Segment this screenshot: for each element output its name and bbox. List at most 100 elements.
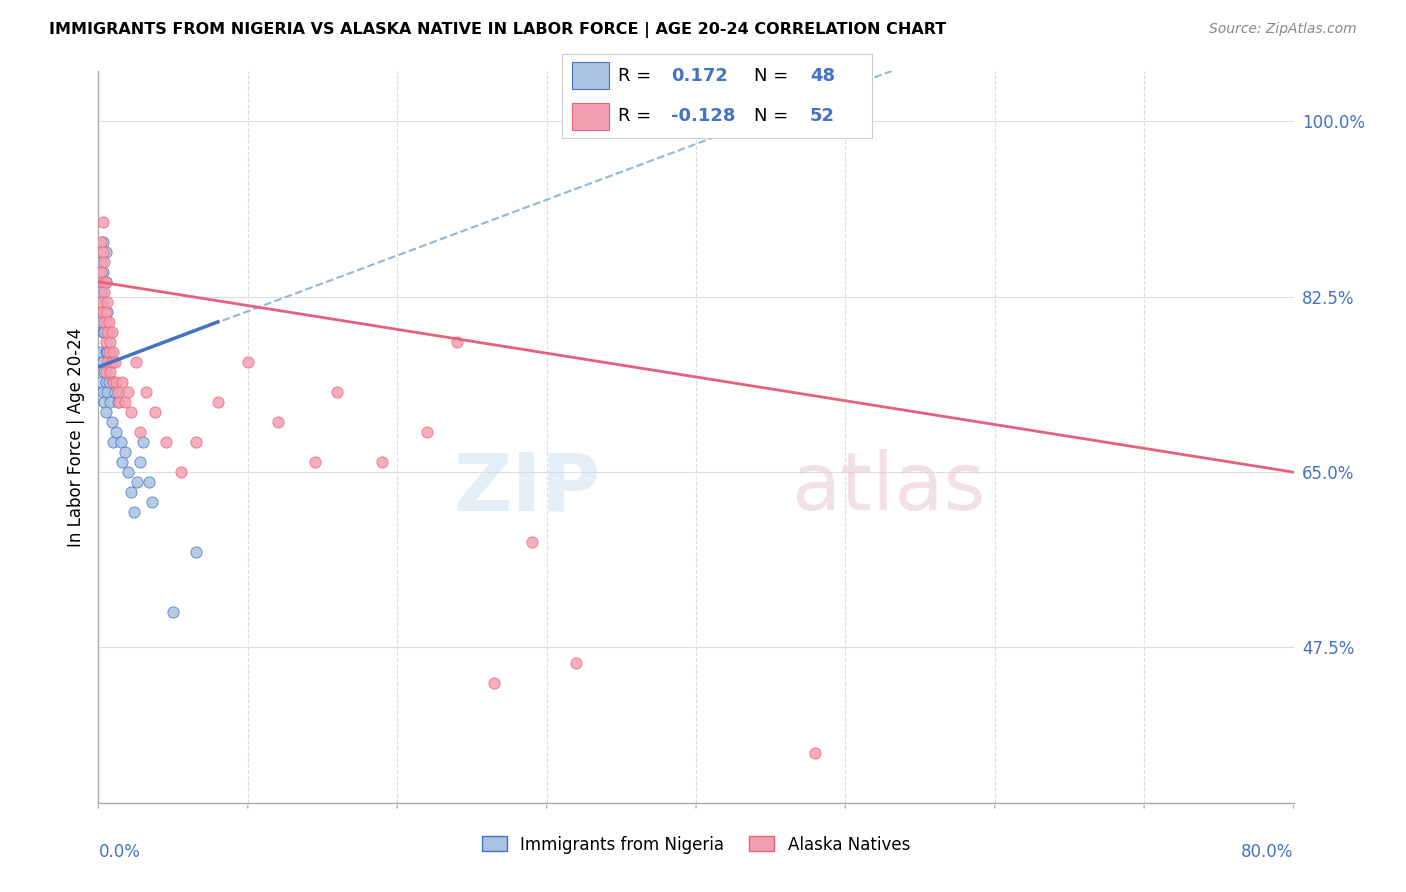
Point — [129, 425, 152, 439]
Text: 0.0%: 0.0% — [98, 843, 141, 861]
Point — [91, 355, 114, 369]
Text: atlas: atlas — [792, 450, 986, 527]
Point — [304, 455, 326, 469]
Point — [111, 375, 134, 389]
Point — [94, 244, 117, 259]
Point — [267, 415, 290, 429]
Point — [105, 375, 128, 389]
Point — [117, 465, 139, 479]
Point — [97, 345, 120, 359]
Point — [120, 485, 142, 500]
Point — [104, 384, 127, 399]
Point — [520, 535, 543, 549]
Point — [207, 395, 229, 409]
Point — [97, 375, 120, 389]
Point — [93, 365, 115, 379]
Text: Source: ZipAtlas.com: Source: ZipAtlas.com — [1209, 22, 1357, 37]
Point — [94, 345, 117, 359]
Text: 80.0%: 80.0% — [1241, 843, 1294, 861]
Point — [484, 675, 506, 690]
Point — [98, 345, 122, 359]
Point — [91, 265, 114, 279]
Point — [97, 325, 120, 339]
Point — [155, 435, 177, 450]
Text: N =: N = — [754, 67, 789, 85]
Point — [96, 355, 118, 369]
Point — [101, 355, 124, 369]
Point — [114, 395, 136, 409]
Point — [96, 294, 118, 309]
Point — [111, 455, 134, 469]
Point — [91, 384, 114, 399]
Point — [105, 425, 128, 439]
Y-axis label: In Labor Force | Age 20-24: In Labor Force | Age 20-24 — [66, 327, 84, 547]
Point — [184, 545, 207, 559]
Point — [93, 395, 115, 409]
Point — [91, 275, 114, 289]
Point — [416, 425, 439, 439]
Text: R =: R = — [619, 67, 657, 85]
Bar — [572, 103, 609, 130]
Point — [114, 445, 136, 459]
Point — [236, 355, 259, 369]
Point — [98, 365, 122, 379]
Point — [94, 315, 117, 329]
Text: 48: 48 — [810, 67, 835, 85]
Point — [184, 435, 207, 450]
Point — [91, 244, 114, 259]
Point — [125, 355, 148, 369]
Point — [104, 355, 127, 369]
Point — [107, 395, 129, 409]
Point — [143, 405, 166, 419]
Point — [108, 395, 131, 409]
Point — [162, 606, 184, 620]
Point — [91, 214, 114, 228]
Point — [90, 315, 112, 329]
Text: 52: 52 — [810, 107, 835, 125]
Point — [91, 294, 114, 309]
Point — [96, 325, 118, 339]
Text: -0.128: -0.128 — [671, 107, 735, 125]
Point — [565, 656, 588, 670]
Text: N =: N = — [754, 107, 789, 125]
Point — [94, 334, 117, 349]
Point — [91, 305, 114, 319]
Point — [120, 405, 142, 419]
Point — [804, 746, 827, 760]
Point — [94, 275, 117, 289]
Point — [96, 345, 118, 359]
Point — [98, 395, 122, 409]
Point — [94, 405, 117, 419]
Point — [90, 345, 112, 359]
Point — [103, 375, 125, 389]
Point — [93, 325, 115, 339]
Point — [90, 265, 112, 279]
Point — [169, 465, 191, 479]
Point — [90, 294, 112, 309]
Point — [94, 275, 117, 289]
Point — [117, 384, 139, 399]
Point — [101, 415, 124, 429]
Point — [129, 455, 152, 469]
Point — [103, 375, 125, 389]
Point — [101, 325, 124, 339]
Point — [371, 455, 394, 469]
Point — [93, 315, 115, 329]
Text: ZIP: ZIP — [453, 450, 600, 527]
Point — [90, 375, 112, 389]
Point — [91, 235, 114, 249]
Point — [141, 495, 163, 509]
Point — [91, 325, 114, 339]
Point — [103, 435, 125, 450]
Point — [94, 375, 117, 389]
Point — [93, 285, 115, 299]
Point — [124, 505, 146, 519]
Bar — [572, 62, 609, 89]
Point — [96, 305, 118, 319]
Legend: Immigrants from Nigeria, Alaska Natives: Immigrants from Nigeria, Alaska Natives — [475, 829, 917, 860]
Point — [97, 315, 120, 329]
Point — [127, 475, 149, 490]
Point — [132, 435, 155, 450]
Point — [107, 384, 129, 399]
Point — [326, 384, 349, 399]
